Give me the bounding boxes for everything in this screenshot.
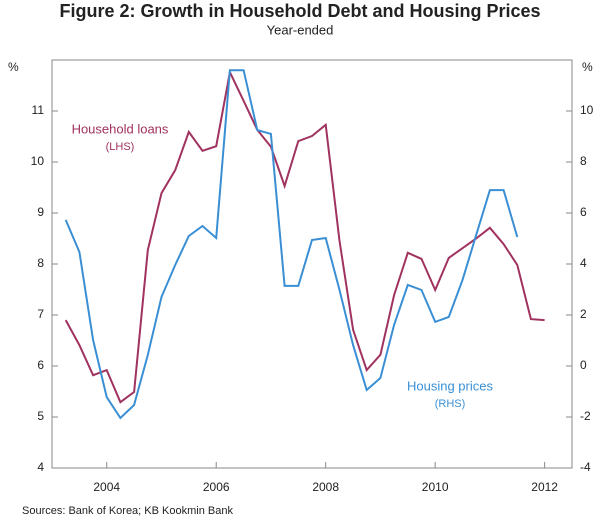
- series-axis-note: (LHS): [106, 141, 135, 153]
- y-tick-label: 6: [37, 358, 44, 372]
- x-tick-label: 2006: [203, 480, 230, 494]
- y2-tick-label: 6: [580, 205, 587, 219]
- y2-tick-label: 8: [580, 154, 587, 168]
- line-series: [64, 69, 519, 420]
- x-tick-label: 2004: [93, 480, 120, 494]
- y-tick-label: 8: [37, 256, 44, 270]
- series-label: Housing prices: [407, 378, 493, 393]
- y-tick-label: 10: [31, 154, 45, 168]
- y-tick-label: 5: [37, 409, 44, 423]
- series-label: Household loans: [72, 121, 169, 136]
- y2-tick-label: 4: [580, 256, 587, 270]
- y2-tick-label: 2: [580, 307, 587, 321]
- x-tick-label: 2012: [531, 480, 558, 494]
- series-axis-note: (RHS): [435, 398, 466, 410]
- x-tick-label: 2010: [422, 480, 449, 494]
- chart-title: Figure 2: Growth in Household Debt and H…: [59, 1, 540, 21]
- y2-tick-label: -2: [580, 409, 591, 423]
- y2-tick-label: -4: [580, 460, 591, 474]
- chart-subtitle: Year-ended: [267, 22, 334, 37]
- source: Sources: Bank of Korea; KB Kookmin Bank: [22, 505, 233, 517]
- y2-tick-label: 10: [580, 103, 594, 117]
- y-tick-label: 11: [32, 103, 45, 117]
- x-tick-label: 2008: [312, 480, 339, 494]
- y2-unit: %: [582, 60, 593, 74]
- y-tick-label: 9: [37, 205, 44, 219]
- line-series: [64, 68, 545, 404]
- y2-tick-label: 0: [580, 358, 587, 372]
- y-tick-label: 4: [37, 460, 44, 474]
- y-tick-label: 7: [37, 307, 44, 321]
- y-unit: %: [8, 60, 19, 74]
